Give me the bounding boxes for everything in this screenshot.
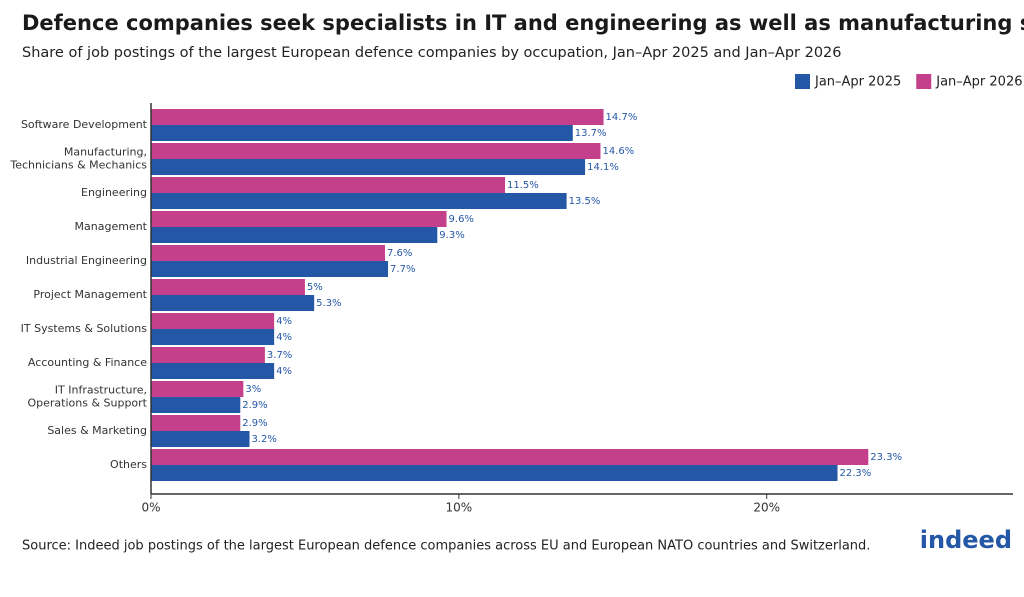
y-tick-label: Project Management [33,288,147,301]
bar [151,177,506,193]
value-label: 7.7% [390,264,415,275]
bar [151,109,604,125]
bar [151,397,241,413]
value-label: 9.6% [449,214,474,225]
value-label: 2.9% [242,418,267,429]
value-label: 9.3% [439,230,464,241]
value-label: 4% [276,316,292,327]
logo: indeed [920,526,1012,554]
bar [151,227,438,243]
x-tick-label: 0% [141,501,160,515]
bar [151,431,250,447]
source-note: Source: Indeed job postings of the large… [22,539,870,554]
y-tick-label: Industrial Engineering [26,254,147,267]
chart-subtitle: Share of job postings of the largest Eur… [22,45,842,61]
value-label: 4% [276,332,292,343]
bar [151,295,315,311]
bar [151,415,241,431]
value-label: 4% [276,366,292,377]
value-label: 7.6% [387,248,412,259]
y-tick-label: Sales & Marketing [47,424,147,437]
value-label: 2.9% [242,400,267,411]
value-label: 5.3% [316,298,341,309]
bar [151,261,389,277]
bar [151,125,573,141]
y-tick-label: IT Systems & Solutions [21,322,148,335]
bar [151,313,275,329]
y-tick-label: Software Development [21,118,148,131]
value-label: 22.3% [840,468,872,479]
value-label: 3.7% [267,350,292,361]
legend-label: Jan–Apr 2026 [935,75,1022,90]
y-tick-label: Manufacturing, Technicians & Mechanics [9,146,147,172]
bar [151,381,244,397]
legend-label: Jan–Apr 2025 [814,75,901,90]
value-label: 14.1% [587,162,619,173]
bar [151,363,275,379]
value-label: 13.7% [575,128,607,139]
x-tick-label: 10% [446,501,473,515]
y-tick-label: Engineering [81,186,147,199]
legend-swatch [916,74,932,89]
bar [151,347,265,363]
bar [151,245,385,261]
value-label: 3.2% [252,434,277,445]
bar [151,143,601,159]
y-tick-label: Accounting & Finance [28,356,147,369]
bar [151,279,305,295]
bar [151,449,869,465]
bar [151,159,586,175]
value-label: 13.5% [569,196,601,207]
value-label: 3% [245,384,261,395]
x-tick-label: 20% [753,501,780,515]
value-label: 5% [307,282,323,293]
value-label: 14.6% [602,146,634,157]
y-tick-label: Others [110,458,147,471]
chart-title: Defence companies seek specialists in IT… [22,11,1024,35]
value-label: 14.7% [606,112,638,123]
bar [151,329,275,345]
y-tick-label: Management [75,220,148,233]
y-tick-label: IT Infrastructure, Operations & Support [27,384,147,410]
bar [151,211,447,227]
value-label: 23.3% [870,452,902,463]
bar [151,193,567,209]
legend-swatch [795,74,810,89]
value-label: 11.5% [507,180,539,191]
bar [151,465,838,481]
